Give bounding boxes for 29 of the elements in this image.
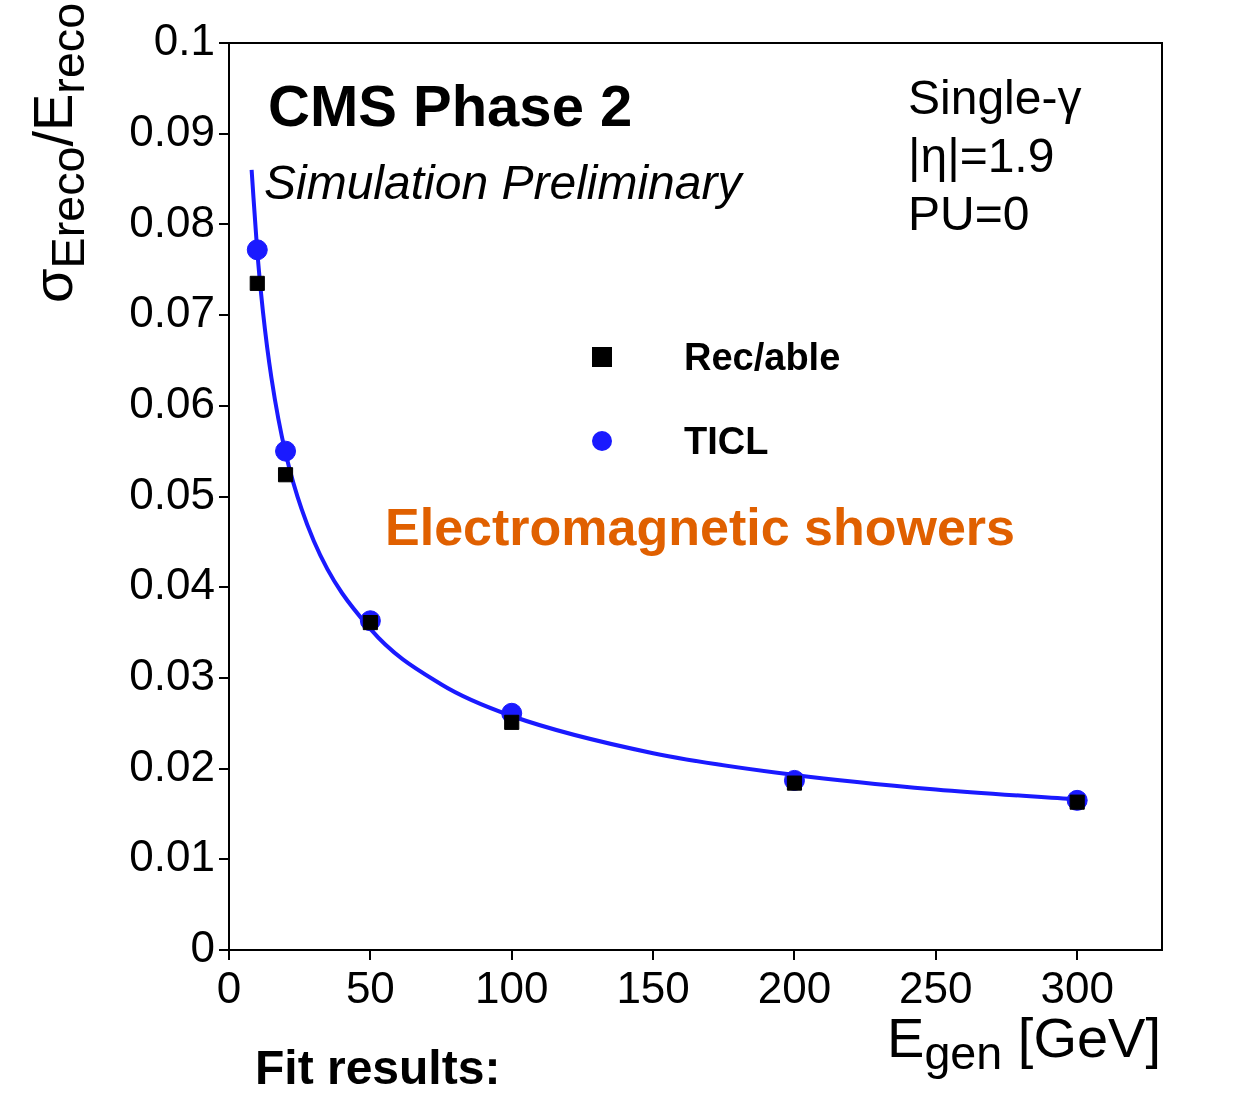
point: [277, 467, 294, 483]
annotation: Electromagnetic showers: [385, 497, 1015, 557]
legend-label: TICL: [684, 419, 769, 463]
y-tick-label: 0.05: [129, 468, 215, 518]
y-tick-label: 0.07: [129, 287, 215, 337]
point: [246, 239, 268, 261]
x-tick-label: 100: [475, 962, 549, 1012]
annotation: Simulation Preliminary: [264, 155, 742, 210]
y-tick-label: 0.06: [129, 377, 215, 427]
legend-label: Rec/able: [684, 335, 841, 379]
text: Fit results:: [255, 1040, 501, 1095]
annotation: |η|=1.9: [908, 128, 1055, 183]
y-tick-label: 0.04: [129, 559, 215, 609]
y-tick-label: 0.02: [129, 740, 215, 790]
x-tick-label: 200: [757, 962, 832, 1012]
annotation: CMS Phase 2: [268, 72, 633, 139]
y-tick-label: 0.08: [129, 196, 215, 246]
y-tick-label: 0.1: [153, 15, 215, 65]
y-tick-label: 0.09: [129, 105, 215, 155]
x-tick-label: 50: [345, 962, 395, 1012]
x-tick-label: 150: [616, 962, 690, 1012]
point: [275, 440, 297, 462]
y-tick-label: 0.03: [129, 650, 215, 700]
point: [249, 275, 265, 291]
y-tick-label: 0: [190, 922, 215, 972]
annotation: PU=0: [908, 186, 1030, 241]
point: [504, 714, 520, 730]
y-tick-label: 0.01: [129, 831, 215, 881]
annotation: Single-γ: [908, 70, 1082, 125]
